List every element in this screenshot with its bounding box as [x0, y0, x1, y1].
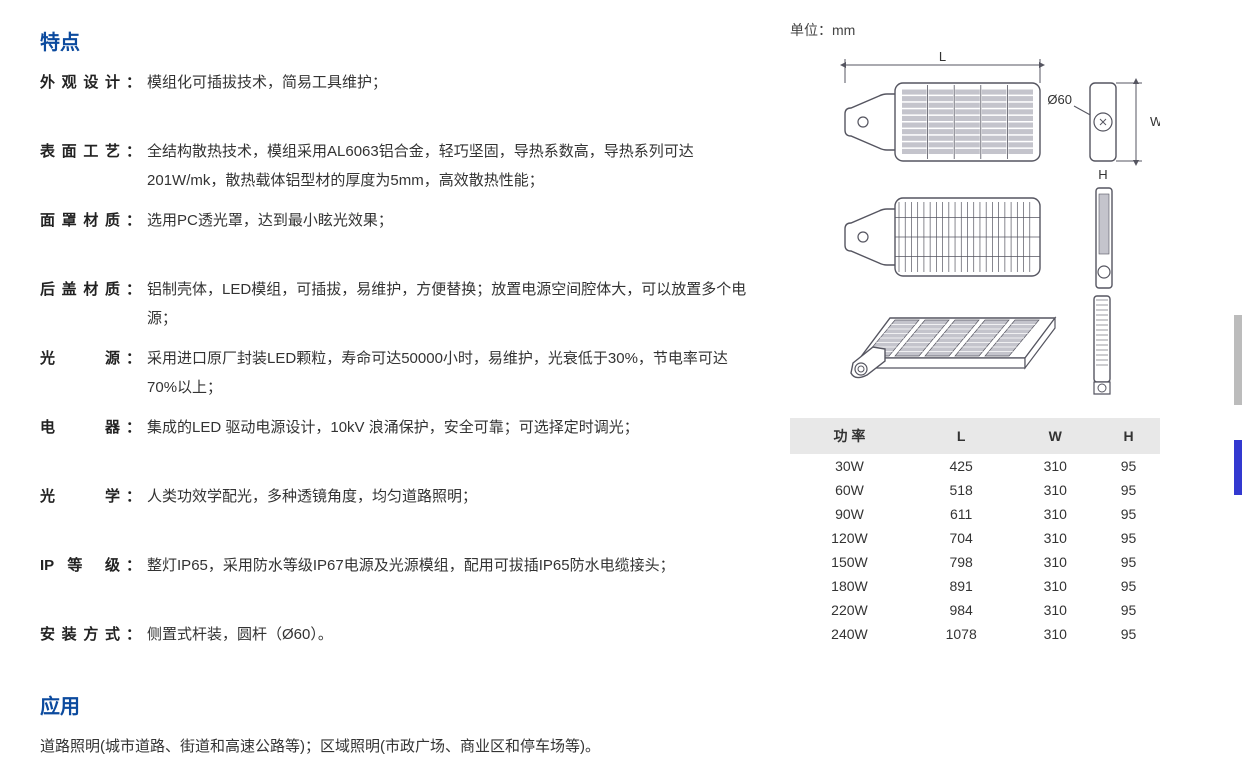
feature-colon: ：	[126, 621, 141, 678]
feature-value: 整灯IP65，采用防水等级IP67电源及光源模组，配用可拔插IP65防水电缆接头…	[147, 552, 750, 609]
table-cell: 180W	[790, 574, 909, 598]
feature-label: 光源	[40, 345, 126, 402]
table-cell: 95	[1097, 526, 1160, 550]
svg-text:Ø60: Ø60	[1047, 92, 1072, 107]
table-row: 180W89131095	[790, 574, 1160, 598]
feature-value: 采用进口原厂封装LED颗粒，寿命可达50000小时，易维护，光衰低于30%，节电…	[147, 345, 750, 402]
table-header: W	[1013, 418, 1097, 454]
features-list: 外观设计：模组化可插拔技术，简易工具维护；表面工艺：全结构散热技术，模组采用AL…	[40, 69, 750, 678]
feature-value: 选用PC透光罩，达到最小眩光效果；	[147, 207, 750, 264]
table-row: 120W70431095	[790, 526, 1160, 550]
table-cell: 310	[1013, 526, 1097, 550]
feature-row: IP 等 级：整灯IP65，采用防水等级IP67电源及光源模组，配用可拔插IP6…	[40, 552, 750, 609]
table-cell: 95	[1097, 574, 1160, 598]
table-header: L	[909, 418, 1013, 454]
table-cell: 150W	[790, 550, 909, 574]
feature-label: 外观设计	[40, 69, 126, 126]
product-diagram: L W Ø60 H	[790, 48, 1160, 398]
table-cell: 984	[909, 598, 1013, 622]
feature-colon: ：	[126, 552, 141, 609]
table-cell: 1078	[909, 622, 1013, 646]
dimensions-table: 功 率LWH 30W4253109560W5183109590W61131095…	[790, 418, 1160, 646]
feature-row: 电器：集成的LED 驱动电源设计，10kV 浪涌保护，安全可靠；可选择定时调光；	[40, 414, 750, 471]
feature-value: 人类功效学配光，多种透镜角度，均匀道路照明；	[147, 483, 750, 540]
feature-label: IP 等 级	[40, 552, 126, 609]
table-cell: 425	[909, 454, 1013, 478]
feature-colon: ：	[126, 345, 141, 402]
application-title: 应用	[40, 690, 750, 719]
feature-row: 后盖材质：铝制壳体，LED模组，可插拔，易维护，方便替换；放置电源空间腔体大，可…	[40, 276, 750, 333]
application-text: 道路照明(城市道路、街道和高速公路等)；区域照明(市政广场、商业区和停车场等)。	[40, 733, 750, 762]
table-header: H	[1097, 418, 1160, 454]
table-cell: 95	[1097, 550, 1160, 574]
table-cell: 310	[1013, 454, 1097, 478]
table-cell: 220W	[790, 598, 909, 622]
unit-note: 单位：mm	[790, 20, 1180, 40]
feature-value: 集成的LED 驱动电源设计，10kV 浪涌保护，安全可靠；可选择定时调光；	[147, 414, 750, 471]
feature-label: 表面工艺	[40, 138, 126, 195]
table-cell: 95	[1097, 598, 1160, 622]
feature-colon: ：	[126, 483, 141, 540]
feature-row: 安装方式：侧置式杆装，圆杆（Ø60）。	[40, 621, 750, 678]
feature-row: 外观设计：模组化可插拔技术，简易工具维护；	[40, 69, 750, 126]
feature-label: 电器	[40, 414, 126, 471]
table-row: 60W51831095	[790, 478, 1160, 502]
feature-label: 安装方式	[40, 621, 126, 678]
table-cell: 704	[909, 526, 1013, 550]
feature-colon: ：	[126, 207, 141, 264]
svg-text:W: W	[1150, 114, 1160, 129]
table-cell: 310	[1013, 598, 1097, 622]
feature-colon: ：	[126, 414, 141, 471]
feature-row: 光源：采用进口原厂封装LED颗粒，寿命可达50000小时，易维护，光衰低于30%…	[40, 345, 750, 402]
table-cell: 310	[1013, 478, 1097, 502]
feature-value: 铝制壳体，LED模组，可插拔，易维护，方便替换；放置电源空间腔体大，可以放置多个…	[147, 276, 750, 333]
table-cell: 90W	[790, 502, 909, 526]
table-cell: 891	[909, 574, 1013, 598]
table-cell: 310	[1013, 574, 1097, 598]
table-header: 功 率	[790, 418, 909, 454]
table-row: 90W61131095	[790, 502, 1160, 526]
table-cell: 310	[1013, 622, 1097, 646]
feature-row: 面罩材质：选用PC透光罩，达到最小眩光效果；	[40, 207, 750, 264]
table-cell: 240W	[790, 622, 909, 646]
table-row: 240W107831095	[790, 622, 1160, 646]
table-cell: 120W	[790, 526, 909, 550]
feature-row: 表面工艺：全结构散热技术，模组采用AL6063铝合金，轻巧坚固，导热系数高，导热…	[40, 138, 750, 195]
feature-value: 模组化可插拔技术，简易工具维护；	[147, 69, 750, 126]
feature-value: 全结构散热技术，模组采用AL6063铝合金，轻巧坚固，导热系数高，导热系列可达2…	[147, 138, 750, 195]
features-title: 特点	[40, 26, 750, 55]
feature-label: 面罩材质	[40, 207, 126, 264]
table-cell: 95	[1097, 454, 1160, 478]
side-tab-gray	[1234, 315, 1242, 405]
table-cell: 30W	[790, 454, 909, 478]
feature-label: 光学	[40, 483, 126, 540]
feature-label: 后盖材质	[40, 276, 126, 333]
table-row: 220W98431095	[790, 598, 1160, 622]
table-cell: 611	[909, 502, 1013, 526]
svg-text:L: L	[939, 49, 946, 64]
side-tab-blue	[1234, 440, 1242, 495]
table-row: 150W79831095	[790, 550, 1160, 574]
svg-text:H: H	[1098, 167, 1107, 182]
feature-colon: ：	[126, 276, 141, 333]
table-cell: 798	[909, 550, 1013, 574]
table-row: 30W42531095	[790, 454, 1160, 478]
feature-colon: ：	[126, 69, 141, 126]
table-cell: 60W	[790, 478, 909, 502]
table-cell: 95	[1097, 502, 1160, 526]
table-cell: 310	[1013, 502, 1097, 526]
feature-colon: ：	[126, 138, 141, 195]
table-cell: 95	[1097, 478, 1160, 502]
table-cell: 518	[909, 478, 1013, 502]
feature-value: 侧置式杆装，圆杆（Ø60）。	[147, 621, 750, 678]
table-cell: 310	[1013, 550, 1097, 574]
table-cell: 95	[1097, 622, 1160, 646]
feature-row: 光学：人类功效学配光，多种透镜角度，均匀道路照明；	[40, 483, 750, 540]
